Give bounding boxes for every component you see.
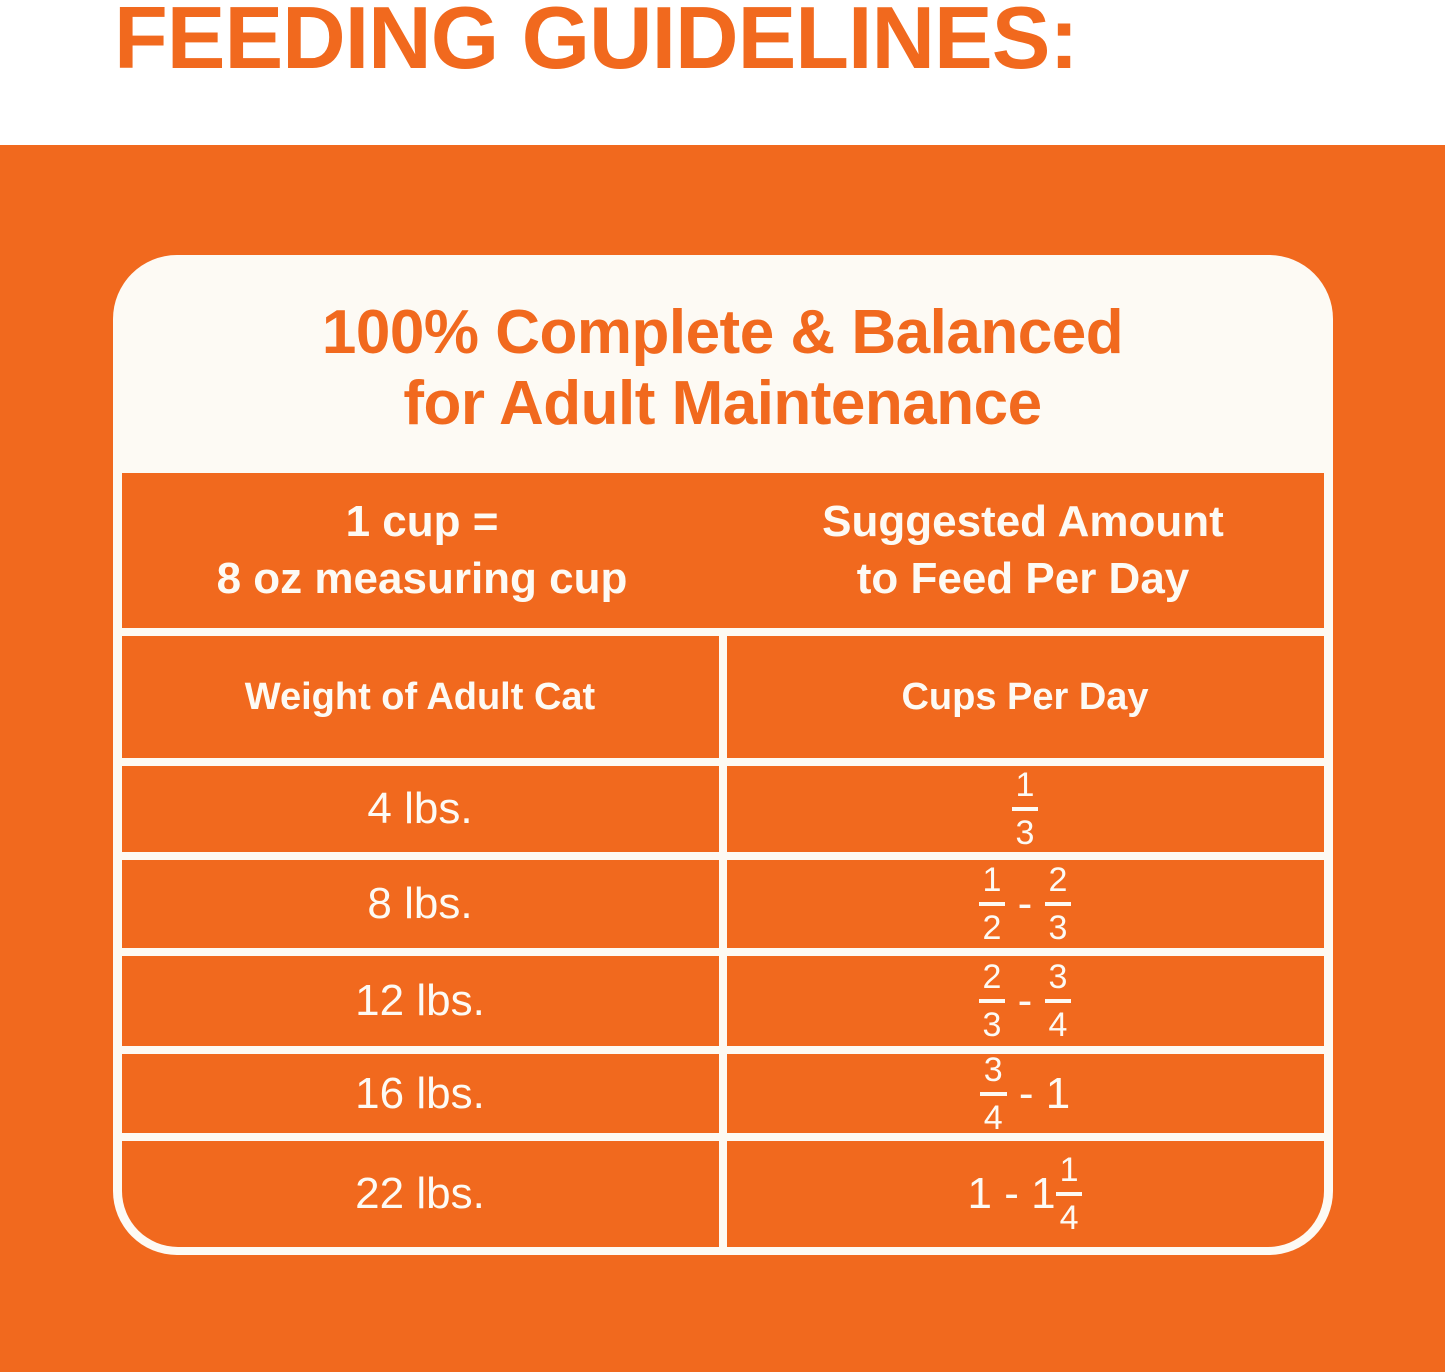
suggested-amount-line1: Suggested Amount (822, 497, 1224, 547)
weight-cell: 12 lbs. (121, 956, 719, 1046)
column-header-weight: Weight of Adult Cat (121, 636, 719, 758)
weight-cell: 4 lbs. (121, 766, 719, 852)
cups-text: - (1005, 879, 1045, 928)
cup-measure-line2: 8 oz measuring cup (216, 553, 628, 603)
weight-cell: 8 lbs. (121, 860, 719, 948)
weight-cell: 22 lbs. (121, 1141, 719, 1247)
weight-cell: 16 lbs. (121, 1054, 719, 1133)
page-title: FEEDING GUIDELINES: (114, 0, 1079, 87)
cups-text: - 1 (1006, 1068, 1071, 1118)
orange-background: 100% Complete & Balanced for Adult Maint… (0, 145, 1445, 1372)
top-strip: FEEDING GUIDELINES: (0, 0, 1445, 145)
cups-text: 1 - 1 (967, 1169, 1056, 1218)
feeding-table: 1 cup = 8 oz measuring cup Suggested Amo… (121, 473, 1324, 1247)
card-heading-line2: for Adult Maintenance (403, 368, 1042, 438)
column-header-cups: Cups Per Day (726, 636, 1324, 758)
cups-text: - (1005, 976, 1045, 1025)
suggested-amount-line2: to Feed Per Day (856, 553, 1190, 603)
cup-measure-line1: 1 cup = (345, 497, 499, 547)
card-heading: 100% Complete & Balanced for Adult Maint… (122, 264, 1324, 473)
suggested-amount-header: Suggested Amount to Feed Per Day (723, 494, 1324, 607)
cup-measure-note: 1 cup = 8 oz measuring cup (122, 494, 723, 607)
guidelines-card: 100% Complete & Balanced for Adult Maint… (112, 255, 1333, 1255)
card-heading-line1: 100% Complete & Balanced (321, 298, 1124, 368)
table-header-band: 1 cup = 8 oz measuring cup Suggested Amo… (121, 473, 1324, 628)
